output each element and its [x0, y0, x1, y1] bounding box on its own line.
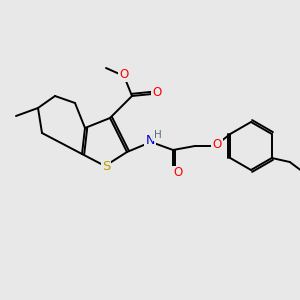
Text: S: S	[102, 160, 110, 173]
Text: O: O	[152, 86, 162, 100]
Text: O: O	[212, 139, 222, 152]
Text: N: N	[145, 134, 155, 148]
Text: H: H	[154, 130, 162, 140]
Text: O: O	[173, 167, 183, 179]
Text: O: O	[119, 68, 129, 82]
